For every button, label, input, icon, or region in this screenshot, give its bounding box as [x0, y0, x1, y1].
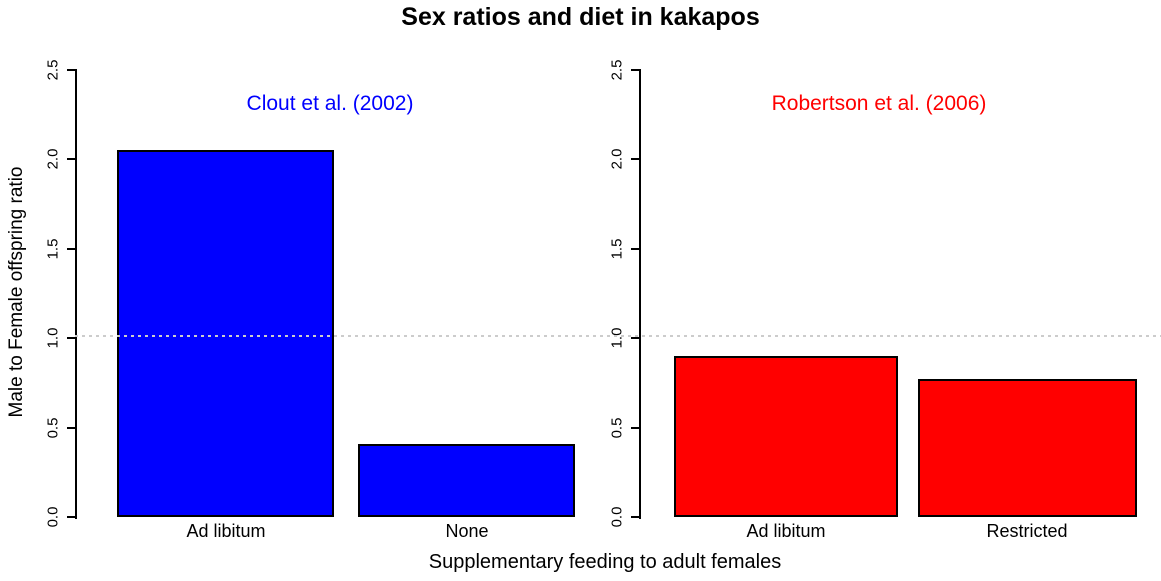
left-y-tick-0.0 — [67, 516, 75, 518]
right-y-tick-1.0 — [631, 337, 639, 339]
right-y-tick-label: 2.0 — [608, 148, 626, 170]
right-y-tick-label: 0.5 — [608, 417, 626, 439]
right-y-tick-0.0 — [631, 516, 639, 518]
right-panel-annotation: Robertson et al. (2006) — [771, 92, 987, 115]
category-label: Ad libitum — [186, 521, 266, 541]
right-y-tick-label: 1.5 — [608, 238, 626, 260]
right-y-tick-label: 2.5 — [608, 59, 626, 81]
left-y-tick-1.0 — [67, 337, 75, 339]
left-y-tick-label: 2.5 — [44, 59, 62, 81]
right-y-tick-label: 0.0 — [608, 506, 626, 528]
right-y-axis-line — [639, 69, 641, 519]
left-y-tick-label: 1.0 — [44, 327, 62, 349]
x-axis-title: Supplementary feeding to adult females — [428, 551, 782, 573]
y-axis-title: Male to Female offspring ratio — [6, 166, 27, 418]
right-y-tick-1.5 — [631, 248, 639, 250]
left-y-axis-line — [75, 69, 77, 519]
category-label: None — [445, 521, 489, 541]
category-label: Ad libitum — [746, 521, 826, 541]
left-y-tick-label: 1.5 — [44, 238, 62, 260]
left-y-tick-label: 2.0 — [44, 148, 62, 170]
left-y-tick-2.5 — [67, 69, 75, 71]
left-y-tick-label: 0.5 — [44, 417, 62, 439]
bar-clout-ad-libitum — [117, 150, 334, 517]
left-y-tick-label: 0.0 — [44, 506, 62, 528]
right-y-tick-0.5 — [631, 427, 639, 429]
right-y-tick-label: 1.0 — [608, 327, 626, 349]
bar-clout-none — [358, 444, 575, 517]
left-y-tick-2.0 — [67, 158, 75, 160]
category-label: Restricted — [986, 521, 1068, 541]
left-panel-annotation: Clout et al. (2002) — [246, 92, 414, 115]
left-y-tick-1.5 — [67, 248, 75, 250]
right-y-tick-2.5 — [631, 69, 639, 71]
chart-title: Sex ratios and diet in kakapos — [401, 3, 760, 31]
bar-robertson-restricted — [918, 379, 1137, 517]
right-y-tick-2.0 — [631, 158, 639, 160]
reference-line-1.0 — [75, 335, 1161, 337]
left-y-tick-0.5 — [67, 427, 75, 429]
bar-robertson-ad-libitum — [674, 356, 898, 517]
